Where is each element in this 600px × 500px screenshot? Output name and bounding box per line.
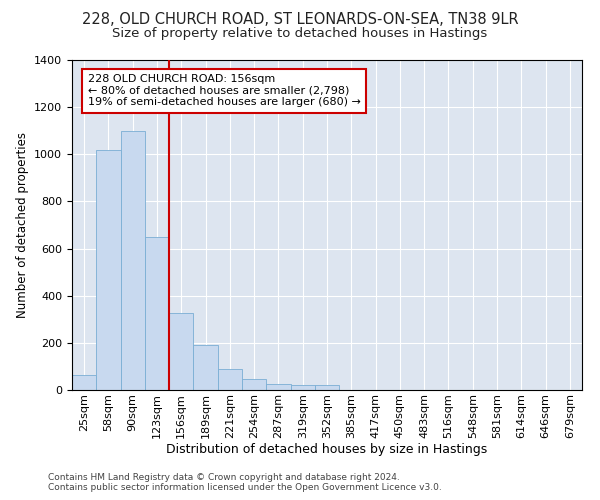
- X-axis label: Distribution of detached houses by size in Hastings: Distribution of detached houses by size …: [166, 444, 488, 456]
- Bar: [169, 314, 193, 390]
- Text: 228, OLD CHURCH ROAD, ST LEONARDS-ON-SEA, TN38 9LR: 228, OLD CHURCH ROAD, ST LEONARDS-ON-SEA…: [82, 12, 518, 28]
- Text: Contains HM Land Registry data © Crown copyright and database right 2024.
Contai: Contains HM Land Registry data © Crown c…: [48, 473, 442, 492]
- Bar: [218, 369, 242, 390]
- Bar: [145, 237, 169, 390]
- Bar: [266, 384, 290, 390]
- Bar: [96, 150, 121, 390]
- Text: 228 OLD CHURCH ROAD: 156sqm
← 80% of detached houses are smaller (2,798)
19% of : 228 OLD CHURCH ROAD: 156sqm ← 80% of det…: [88, 74, 361, 108]
- Bar: [315, 386, 339, 390]
- Bar: [193, 345, 218, 390]
- Text: Size of property relative to detached houses in Hastings: Size of property relative to detached ho…: [112, 28, 488, 40]
- Bar: [290, 385, 315, 390]
- Bar: [72, 374, 96, 390]
- Y-axis label: Number of detached properties: Number of detached properties: [16, 132, 29, 318]
- Bar: [121, 130, 145, 390]
- Bar: [242, 379, 266, 390]
